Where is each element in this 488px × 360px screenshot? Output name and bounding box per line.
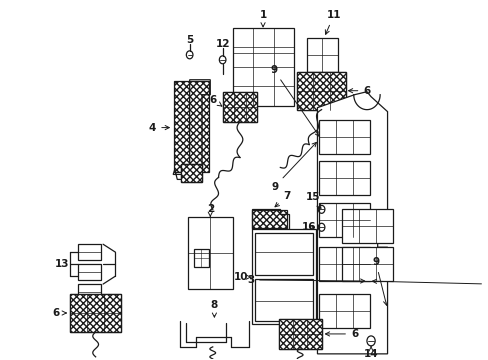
Text: 3: 3: [372, 279, 488, 289]
Bar: [319, 294, 369, 328]
Bar: [252, 210, 286, 228]
Bar: [306, 38, 337, 72]
Bar: [319, 247, 369, 281]
Bar: [278, 319, 321, 349]
Text: 6: 6: [209, 95, 222, 106]
Bar: [296, 72, 346, 110]
Text: 12: 12: [215, 39, 229, 49]
Text: 10: 10: [233, 272, 250, 282]
Bar: [222, 92, 257, 122]
Text: 5: 5: [185, 35, 193, 45]
Bar: [342, 247, 392, 281]
Text: 11: 11: [325, 10, 341, 34]
Bar: [193, 249, 208, 267]
Bar: [342, 209, 392, 243]
Bar: [78, 244, 101, 260]
Bar: [181, 165, 202, 183]
Bar: [78, 264, 101, 280]
Text: 4: 4: [148, 123, 169, 132]
Text: 15: 15: [305, 192, 320, 208]
Bar: [70, 294, 121, 332]
Bar: [232, 28, 294, 106]
Text: 16: 16: [302, 222, 316, 232]
Bar: [254, 279, 312, 321]
Text: 1: 1: [259, 10, 266, 27]
Text: 9: 9: [270, 65, 319, 136]
Text: 3: 3: [246, 275, 364, 285]
Bar: [70, 294, 121, 332]
Bar: [278, 319, 321, 349]
Bar: [222, 92, 257, 122]
Text: 14: 14: [363, 346, 378, 359]
Text: 13: 13: [55, 259, 69, 269]
Text: 6: 6: [325, 329, 358, 339]
Text: 6: 6: [348, 86, 370, 96]
Bar: [251, 229, 315, 324]
Text: 8: 8: [210, 300, 218, 317]
Bar: [78, 284, 101, 300]
Bar: [319, 162, 369, 195]
Bar: [254, 233, 312, 275]
Bar: [181, 165, 202, 183]
Bar: [319, 120, 369, 153]
Bar: [174, 81, 208, 172]
Bar: [319, 203, 369, 237]
Text: 9: 9: [371, 257, 387, 305]
Bar: [296, 72, 346, 110]
Text: 2: 2: [206, 204, 213, 217]
Text: 7: 7: [274, 192, 290, 207]
Polygon shape: [317, 92, 387, 354]
Bar: [187, 217, 233, 289]
Text: 9: 9: [271, 142, 316, 192]
Text: 6: 6: [52, 308, 66, 318]
